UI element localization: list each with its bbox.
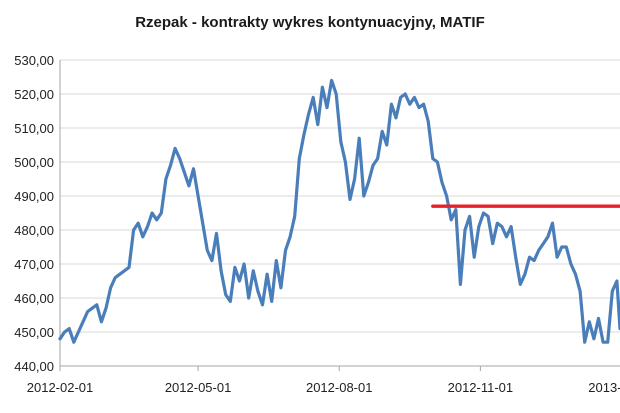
y-tick-label: 470,00: [14, 257, 54, 272]
chart-title: Rzepak - kontrakty wykres kontynuacyjny,…: [135, 14, 485, 31]
x-tick-label: 2013-02-01: [588, 380, 620, 395]
y-tick-label: 520,00: [14, 87, 54, 102]
price-series-line: [58, 78, 620, 344]
y-tick-label: 490,00: [14, 189, 54, 204]
y-tick-label: 530,00: [14, 53, 54, 68]
y-tick-label: 440,00: [14, 359, 54, 374]
y-axis-tick-labels: 440,00 450,00 460,00 470,00 480,00 490,00 500,…: [14, 53, 54, 374]
y-tick-label: 510,00: [14, 121, 54, 136]
y-tick-label: 500,00: [14, 155, 54, 170]
x-tick-label: 2012-02-01: [27, 380, 94, 395]
x-tick-label: 2012-05-01: [165, 380, 232, 395]
x-axis: [59, 60, 620, 371]
y-tick-label: 450,00: [14, 325, 54, 340]
y-tick-label: 480,00: [14, 223, 54, 238]
y-tick-label: 460,00: [14, 291, 54, 306]
x-tick-label: 2012-08-01: [306, 380, 373, 395]
gridlines: [60, 59, 620, 333]
x-axis-tick-labels: 2012-02-01 2012-05-01 2012-08-01 2012-11-01…: [27, 380, 620, 395]
series-lines: [58, 78, 620, 344]
x-tick-label: 2012-11-01: [448, 380, 514, 395]
